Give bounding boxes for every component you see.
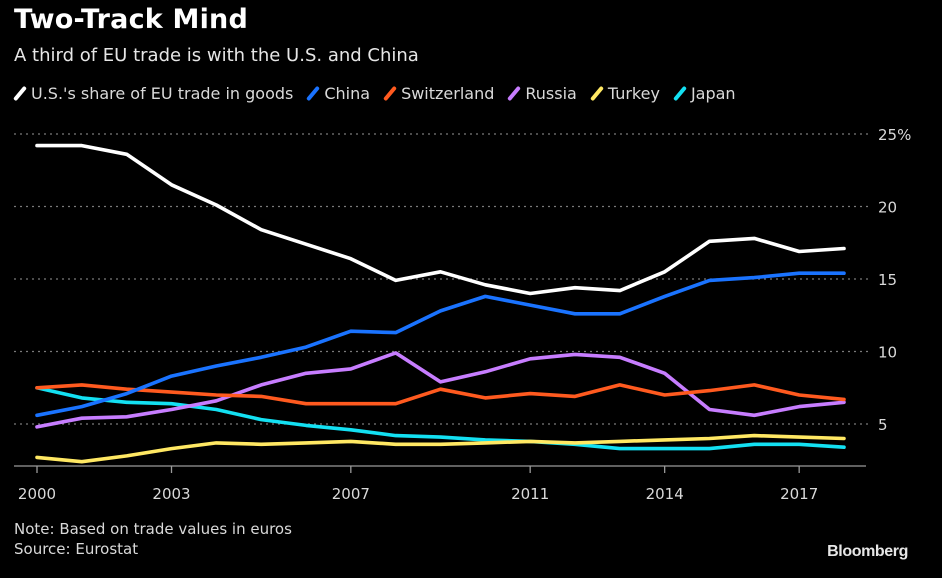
x-tick-label: 2007 — [332, 485, 370, 503]
source-text: Source: Eurostat — [14, 540, 139, 558]
legend-label: Japan — [690, 84, 736, 103]
footnote: Note: Based on trade values in euros Sou… — [14, 519, 292, 559]
gridlines — [14, 133, 868, 425]
series-line-u-s-s-share-of-eu-trade-in-goods — [35, 143, 846, 296]
bloomberg-logo: Bloomberg — [827, 543, 908, 560]
x-tick-label: 2003 — [152, 485, 190, 503]
y-tick-label: 15 — [878, 271, 897, 289]
series-line-japan — [35, 385, 846, 451]
legend-item-us: U.S.'s share of EU trade in goods — [13, 84, 294, 103]
y-tick-label: 5 — [878, 416, 888, 434]
series-line-switzerland — [35, 383, 846, 406]
legend-label: Russia — [525, 84, 577, 103]
legend-label: Turkey — [607, 84, 660, 103]
legend-item-china: China — [306, 84, 371, 103]
series-line-turkey — [35, 433, 846, 464]
legend-item-turkey: Turkey — [589, 84, 660, 103]
legend-label: Switzerland — [401, 84, 495, 103]
legend: U.S.'s share of EU trade in goods China … — [13, 84, 750, 103]
legend-label: U.S.'s share of EU trade in goods — [31, 84, 294, 103]
y-tick-label: 10 — [878, 344, 897, 362]
legend-label: China — [324, 84, 371, 103]
x-tick-label: 2017 — [780, 485, 818, 503]
chart-subtitle: A third of EU trade is with the U.S. and… — [14, 45, 419, 66]
y-tick-label: 25% — [878, 126, 911, 144]
y-tick-label: 20 — [878, 199, 897, 217]
legend-item-switzerland: Switzerland — [383, 84, 495, 103]
y-axis-ticks: 5 10 15 20 25% — [878, 126, 911, 434]
chart-title: Two-Track Mind — [14, 4, 249, 35]
legend-item-japan: Japan — [672, 84, 736, 103]
note-text: Note: Based on trade values in euros — [14, 520, 292, 538]
x-tick-label: 2014 — [646, 485, 684, 503]
series-line-russia — [35, 351, 846, 429]
x-axis: 2000 2003 2007 2011 2014 2017 — [14, 465, 866, 503]
legend-item-russia: Russia — [507, 84, 577, 103]
series-lines — [35, 143, 846, 464]
x-tick-label: 2000 — [18, 485, 56, 503]
x-tick-label: 2011 — [511, 485, 549, 503]
series-line-china — [35, 271, 846, 418]
